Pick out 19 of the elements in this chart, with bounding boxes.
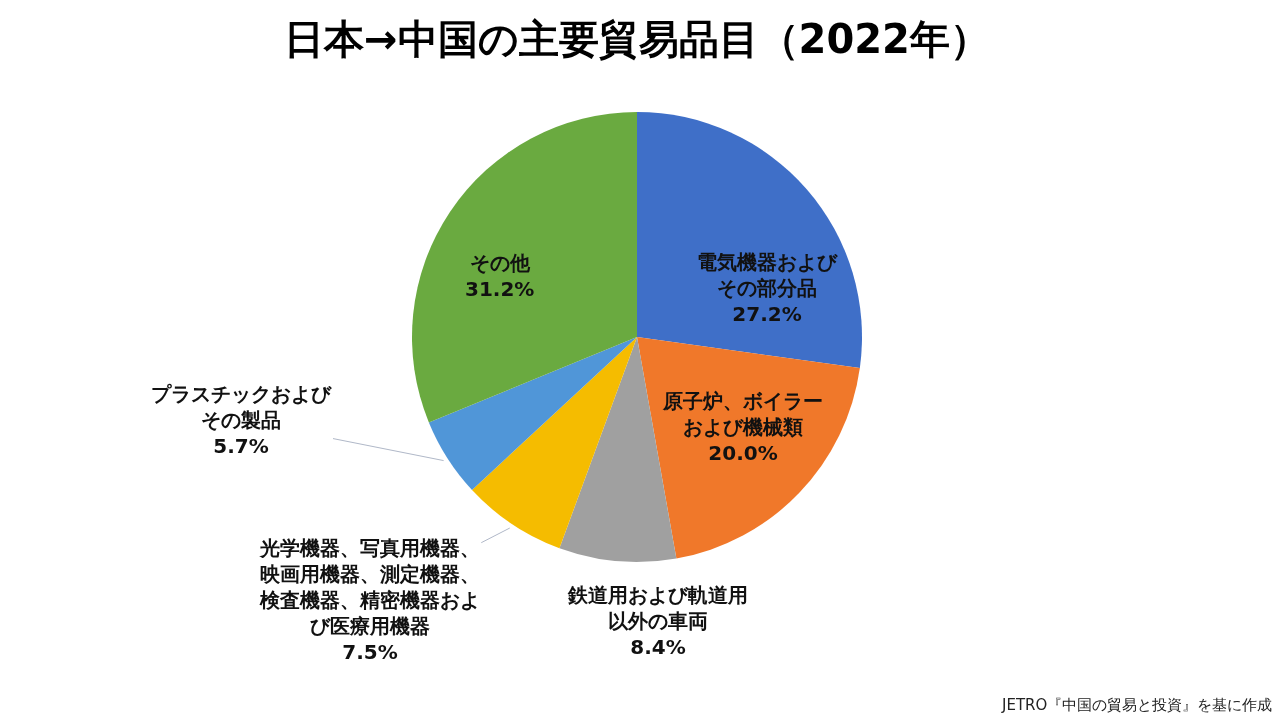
data-label: 8.4% <box>630 635 686 659</box>
data-label: 27.2% <box>732 302 802 326</box>
slice-label: 鉄道用および軌道用以外の車両 <box>567 583 748 633</box>
slice-label: 電気機器およびその部分品 <box>697 250 838 300</box>
slice-label: 原子炉、ボイラーおよび機械類 <box>662 389 823 439</box>
slice-label: プラスチックおよびその製品 <box>151 382 332 432</box>
pie-slice <box>428 337 637 490</box>
pie-slice <box>472 337 637 549</box>
data-label: 20.0% <box>708 441 778 465</box>
data-label: 5.7% <box>213 434 269 458</box>
pie-slice <box>637 112 862 368</box>
chart-title: 日本→中国の主要貿易品目（2022年） <box>284 16 990 63</box>
pie-slice <box>637 337 860 559</box>
pie-slice <box>412 112 637 423</box>
data-label: 31.2% <box>465 277 535 301</box>
slice-label: その他 <box>469 251 531 275</box>
text: JETRO『中国の貿易と投資』を基に作成 <box>1001 696 1273 714</box>
slice-label: 光学機器、写真用機器、映画用機器、測定機器、検査機器、精密機器および医療用機器 <box>259 536 480 638</box>
data-label: 7.5% <box>342 640 398 664</box>
